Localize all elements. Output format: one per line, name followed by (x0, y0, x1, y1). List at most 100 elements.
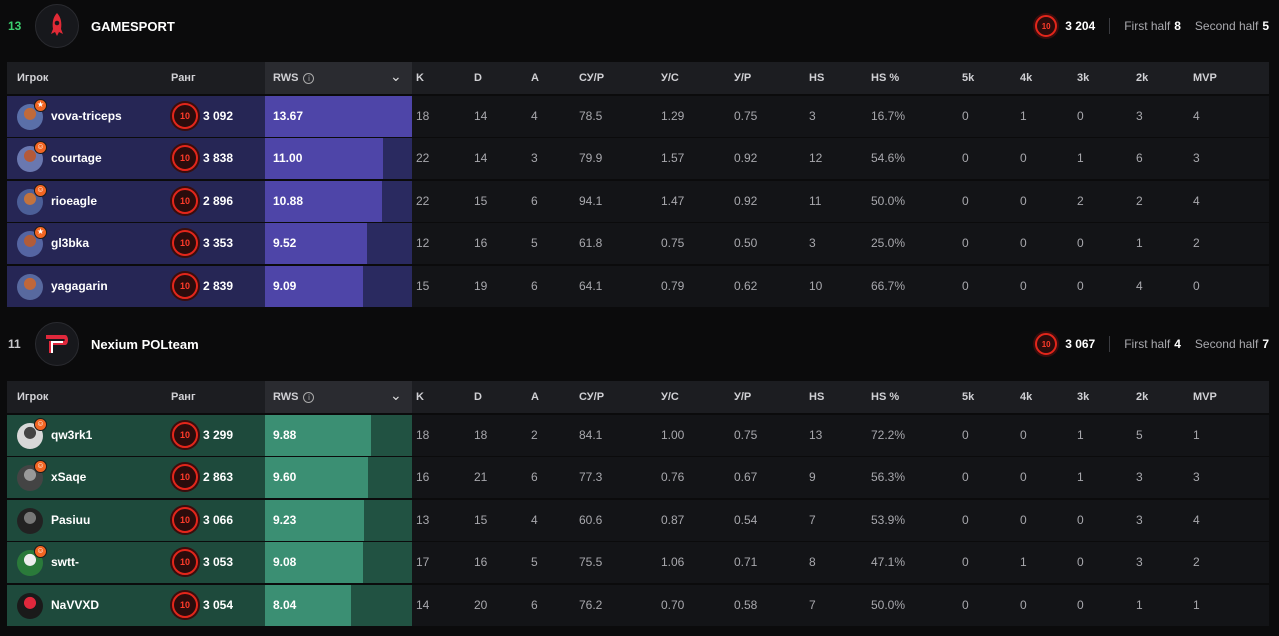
column-header-sur[interactable]: СУ/Р (579, 72, 605, 84)
column-header-yr[interactable]: У/Р (734, 72, 752, 84)
stat-k: 13 (416, 512, 430, 527)
stat-k4: 1 (1020, 108, 1027, 123)
column-header-k2[interactable]: 2k (1136, 72, 1149, 84)
team-name[interactable]: GAMESPORT (91, 18, 175, 34)
column-header-k4[interactable]: 4k (1020, 391, 1033, 403)
column-header-rws[interactable]: RWS i (273, 72, 315, 84)
stat-a: 6 (531, 470, 538, 485)
level-10-icon: 10 (172, 421, 198, 448)
stat-k2: 1 (1136, 597, 1143, 612)
player-avatar[interactable] (17, 592, 43, 619)
column-header-k3[interactable]: 3k (1077, 72, 1090, 84)
column-header-mvp[interactable]: MVP (1193, 72, 1217, 84)
second-half-score: Second half 5 (1194, 19, 1269, 33)
stat-k3: 2 (1077, 193, 1084, 208)
column-header-k[interactable]: K (416, 72, 424, 84)
column-header-player[interactable]: Игрок (17, 72, 49, 84)
player-name[interactable]: qw3rk1 (51, 427, 93, 442)
player-row[interactable]: ☺ qw3rk1 10 3 299 9.88 18 18 2 84.1 1.00 0.75 13 72.… (7, 414, 1269, 456)
stat-k5: 0 (962, 151, 969, 166)
stat-sur: 75.5 (579, 555, 603, 570)
player-row[interactable]: ☺ xSaqe 10 2 863 9.60 16 21 6 77.3 0.76 0.67 9 56.3%… (7, 457, 1269, 499)
player-elo: 3 092 (203, 108, 234, 123)
player-name[interactable]: courtage (51, 151, 102, 166)
column-header-sur[interactable]: СУ/Р (579, 391, 605, 403)
column-header-k2[interactable]: 2k (1136, 391, 1149, 403)
nexium-logo-icon (46, 335, 68, 353)
team-name[interactable]: Nexium POLteam (91, 336, 199, 352)
column-header-rank[interactable]: Ранг (171, 391, 196, 403)
team-logo[interactable] (35, 4, 79, 48)
player-name[interactable]: xSaqe (51, 470, 87, 485)
chevron-down-icon[interactable]: ⌄ (390, 387, 402, 403)
rws-sort-header[interactable] (265, 62, 412, 94)
column-header-k3[interactable]: 3k (1077, 391, 1090, 403)
player-row[interactable]: yagagarin 10 2 839 9.09 15 19 6 64.1 0.79 0.62 10 6… (7, 265, 1269, 307)
stat-k2: 1 (1136, 236, 1143, 251)
stat-hsp: 47.1% (871, 555, 906, 570)
stat-k2: 3 (1136, 555, 1143, 570)
player-name[interactable]: rioeagle (51, 193, 98, 208)
column-header-ys[interactable]: У/С (661, 391, 679, 403)
player-row[interactable]: ☺ courtage 10 3 838 11.00 22 14 3 79.9 1.57 0.92 12… (7, 138, 1269, 180)
stat-d: 15 (474, 193, 488, 208)
player-rws: 13.67 (273, 108, 304, 123)
column-header-k4[interactable]: 4k (1020, 72, 1033, 84)
column-header-hs[interactable]: HS (809, 72, 825, 84)
column-header-k5[interactable]: 5k (962, 391, 975, 403)
stat-a: 3 (531, 151, 538, 166)
player-row[interactable]: ☺ swtt- 10 3 053 9.08 17 16 5 75.5 1.06 0.71 8 47.1%… (7, 542, 1269, 584)
column-header-hsp[interactable]: HS % (871, 391, 900, 403)
stat-k5: 0 (962, 278, 969, 293)
player-row[interactable]: ☺ rioeagle 10 2 896 10.88 22 15 6 94.1 1.47 0.92 11… (7, 180, 1269, 222)
player-name[interactable]: gl3bka (51, 236, 90, 251)
team-summary: 10 3 204 First half 8 Second half 5 (1035, 15, 1269, 37)
stat-k2: 6 (1136, 151, 1143, 166)
player-elo: 3 353 (203, 236, 234, 251)
column-header-a[interactable]: A (531, 391, 539, 403)
stat-mvp: 4 (1193, 108, 1200, 123)
level-10-icon: 10 (1035, 15, 1058, 37)
rws-bar-fill (265, 457, 368, 499)
info-icon[interactable]: i (303, 391, 315, 403)
column-header-d[interactable]: D (474, 72, 482, 84)
column-header-d[interactable]: D (474, 391, 482, 403)
column-header-ys[interactable]: У/С (661, 72, 679, 84)
player-name[interactable]: Pasiuu (51, 512, 91, 527)
player-avatar[interactable] (17, 507, 43, 534)
level-10-icon: 10 (172, 549, 198, 576)
player-name[interactable]: NaVVXD (51, 597, 100, 612)
team-average-elo: 3 067 (1065, 337, 1096, 351)
stat-k5: 0 (962, 597, 969, 612)
stat-k: 15 (416, 278, 430, 293)
column-header-hs[interactable]: HS (809, 391, 825, 403)
column-header-mvp[interactable]: MVP (1193, 391, 1217, 403)
player-name[interactable]: swtt- (51, 555, 79, 570)
column-header-k5[interactable]: 5k (962, 72, 975, 84)
stat-hs: 12 (809, 151, 823, 166)
column-header-rank[interactable]: Ранг (171, 72, 196, 84)
player-row[interactable]: NaVVXD 10 3 054 8.04 14 20 6 76.2 0.70 0.58 7 50.0%… (7, 584, 1269, 626)
player-avatar[interactable] (17, 273, 43, 300)
column-header-rws[interactable]: RWS i (273, 391, 315, 403)
player-row[interactable]: Pasiuu 10 3 066 9.23 13 15 4 60.6 0.87 0.54 7 53.9%… (7, 499, 1269, 541)
stat-d: 14 (474, 108, 488, 123)
column-header-player[interactable]: Игрок (17, 391, 49, 403)
column-header-yr[interactable]: У/Р (734, 391, 752, 403)
stat-k: 22 (416, 193, 430, 208)
rws-sort-header[interactable] (265, 381, 412, 413)
column-header-a[interactable]: A (531, 72, 539, 84)
stat-k5: 0 (962, 108, 969, 123)
player-name[interactable]: vova-triceps (51, 108, 122, 123)
player-row[interactable]: ★ vova-triceps 10 3 092 13.67 18 14 4 78.5 1.29 0.… (7, 95, 1269, 137)
player-row[interactable]: ★ gl3bka 10 3 353 9.52 12 16 5 61.8 0.75 0.50 3 25.0… (7, 223, 1269, 265)
player-name[interactable]: yagagarin (51, 278, 108, 293)
column-header-k[interactable]: K (416, 391, 424, 403)
team-logo[interactable] (35, 322, 79, 366)
info-icon[interactable]: i (303, 72, 315, 84)
chevron-down-icon[interactable]: ⌄ (390, 68, 402, 84)
stat-ys: 1.00 (661, 427, 685, 442)
stat-mvp: 2 (1193, 555, 1200, 570)
stat-k3: 1 (1077, 427, 1084, 442)
column-header-hsp[interactable]: HS % (871, 72, 900, 84)
